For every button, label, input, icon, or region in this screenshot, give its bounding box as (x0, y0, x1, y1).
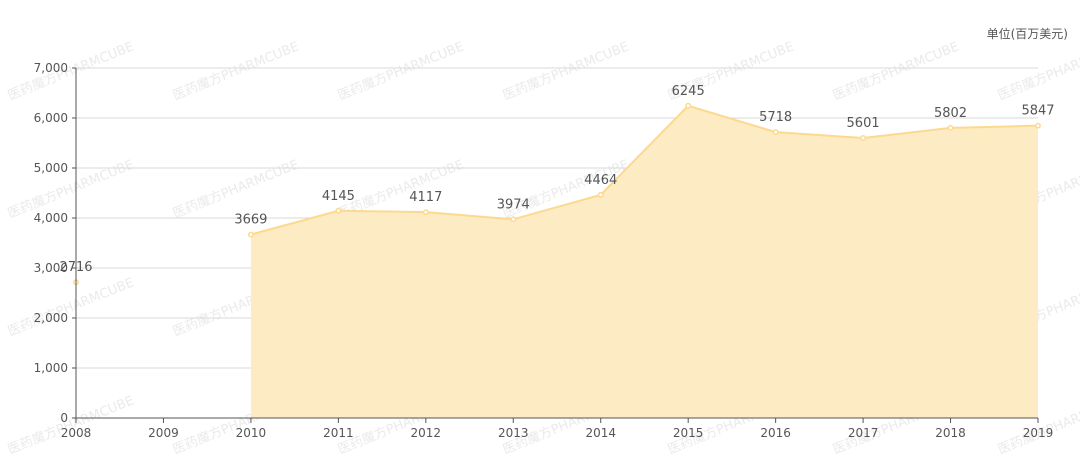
y-tick-label: 2,000 (34, 311, 68, 325)
unit-label: 单位(百万美元) (987, 26, 1068, 41)
axes: 0 1,000 2,000 3,000 4,000 5,000 6,000 7,000 2008… (34, 61, 1054, 440)
data-point (422, 209, 429, 216)
x-tick-label: 2018 (935, 426, 966, 440)
watermark-text: 医药魔方PHARMCUBE (996, 38, 1080, 103)
watermark-text: 医药魔方PHARMCUBE (831, 38, 962, 103)
data-label: 4117 (409, 190, 442, 205)
watermark-text: 医药魔方PHARMCUBE (6, 156, 137, 221)
data-point (1035, 122, 1041, 129)
x-tick-label: 2009 (148, 426, 179, 440)
y-tick-label: 0 (60, 411, 68, 425)
data-point (247, 231, 254, 238)
x-tick-label: 2012 (411, 426, 442, 440)
data-point (335, 207, 342, 214)
data-label: 5847 (1021, 104, 1054, 119)
data-point (860, 135, 867, 141)
watermark-text: 医药魔方PHARMCUBE (336, 38, 467, 103)
data-label: 3974 (497, 197, 530, 212)
watermark-text: 医药魔方PHARMCUBE (6, 392, 137, 455)
data-label: 6245 (672, 84, 705, 99)
data-label: 5601 (847, 116, 880, 131)
y-tick-label: 6,000 (34, 111, 68, 125)
y-tick-label: 7,000 (34, 61, 68, 75)
x-tick-label: 2008 (61, 426, 92, 440)
data-point (597, 191, 604, 198)
data-label: 3669 (234, 213, 267, 228)
watermark-text: 医药魔方PHARMCUBE (171, 38, 302, 103)
x-tick-label: 2014 (585, 426, 616, 440)
y-tick-label: 4,000 (34, 211, 68, 225)
x-tick-label: 2015 (673, 426, 704, 440)
area-fill (250, 105, 1039, 418)
x-tick-label: 2010 (236, 426, 267, 440)
data-label: 5718 (759, 110, 792, 125)
x-tick-label: 2013 (498, 426, 529, 440)
data-point (772, 129, 779, 136)
watermark-text: 医药魔方PHARMCUBE (6, 38, 137, 103)
area-series (73, 102, 1041, 418)
data-label: 5802 (934, 106, 967, 121)
data-label: 4464 (584, 173, 617, 188)
watermark-text: 医药魔方PHARMCUBE (501, 38, 632, 103)
y-tick-label: 3,000 (34, 261, 68, 275)
data-point (947, 124, 954, 131)
data-point (685, 102, 692, 109)
x-tick-label: 2011 (323, 426, 354, 440)
x-tick-label: 2017 (848, 426, 879, 440)
x-tick-label: 2019 (1023, 426, 1054, 440)
data-label: 2716 (59, 260, 92, 275)
data-labels: 2716 3669 4145 4117 3974 4464 6245 5718 5601 5802… (59, 84, 1054, 275)
y-tick-label: 5,000 (34, 161, 68, 175)
series-line (250, 104, 1039, 236)
x-tick-label: 2016 (760, 426, 791, 440)
y-tick-label: 1,000 (34, 361, 68, 375)
data-label: 4145 (322, 189, 355, 204)
data-point (510, 216, 517, 223)
watermark-text: 医药魔方PHARMCUBE (6, 274, 137, 339)
